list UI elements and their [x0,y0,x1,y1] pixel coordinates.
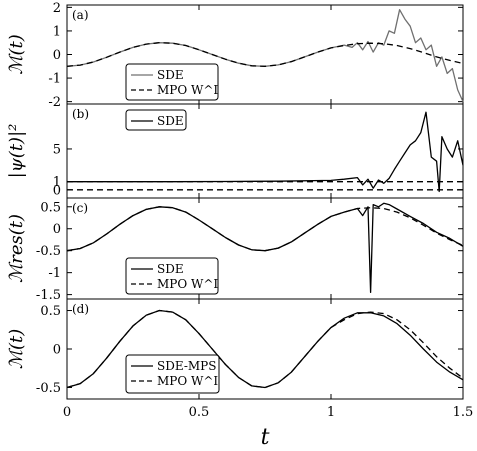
panel-2: 5 10 (b) |ψ(t)|² SDE [6,103,464,199]
panel-label: (c) [72,201,88,215]
y-tick-label: 0 [53,183,61,198]
y-tick-label: 1 [53,175,61,190]
y-axis-label: ℳres(t) [6,214,27,283]
legend-box [125,257,219,295]
y-tick-label: -1 [48,266,61,281]
legend-label: MPO W^I [157,374,218,388]
y-tick-label: 0.5 [40,304,61,319]
x-tick-label: 0.5 [189,405,210,420]
series-line-1 [66,202,464,294]
y-tick-label: 0.5 [40,200,61,215]
y-tick-label: -2 [48,95,61,110]
y-tick-label: 1 [53,24,61,39]
series-line-2 [66,42,464,67]
legend-label: MPO W^I [157,277,218,291]
legend-label: SDE [157,262,184,276]
series-line-2 [66,206,464,252]
legend-label: SDE [157,68,184,82]
legend-label: MPO W^I [157,83,218,97]
y-tick-label: 0 [53,343,61,358]
legend-box [125,109,187,131]
legend-label: SDE [157,114,184,128]
series-line-1 [67,111,464,193]
panel-label: (b) [72,107,89,121]
y-axis-label: ℳ(t) [6,329,27,370]
y-tick-label: 0 [53,222,61,237]
y-tick-label: -1 [48,72,61,87]
legend-box [125,63,219,101]
y-tick-label: 5 [53,142,61,157]
y-axis-label: |ψ(t)|² [6,124,27,179]
x-tick-label: 0 [63,405,71,420]
y-tick-label: 0 [53,48,61,63]
x-tick-label: 1 [327,405,335,420]
legend-box [125,354,220,394]
panel-label: (a) [72,8,89,22]
series-line-1 [66,9,464,102]
legend-label: SDE-MPS [157,359,216,373]
y-tick-label: -1.5 [36,288,61,303]
x-axis-label: t [261,425,270,450]
x-tick-label: 1.5 [453,405,474,420]
y-tick-label: 2 [53,1,61,16]
series-line-2 [66,309,464,389]
y-tick-label: -0.5 [36,244,61,259]
panel-label: (d) [72,302,89,316]
y-tick-label: -0.5 [36,381,61,396]
y-axis-label: ℳ(t) [6,34,27,75]
legend: SDE [125,109,187,131]
